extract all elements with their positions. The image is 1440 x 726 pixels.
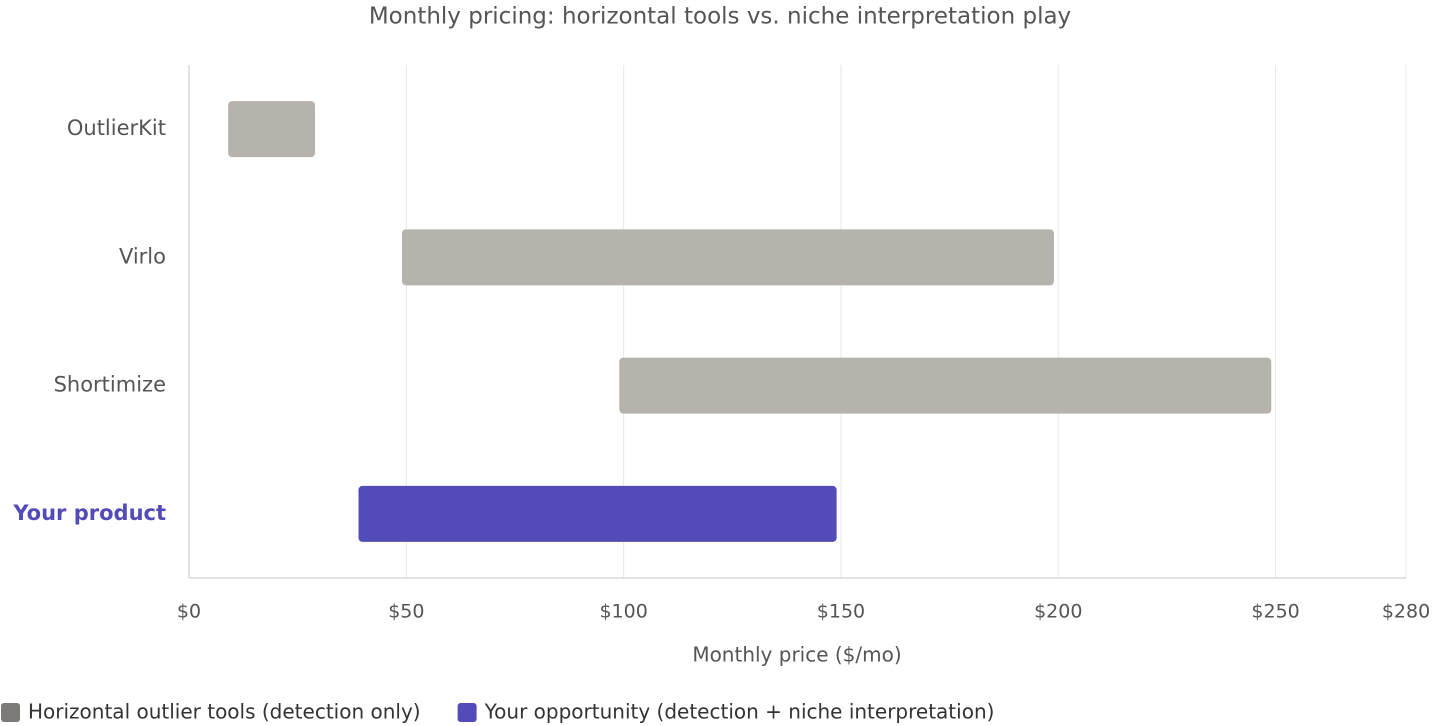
bar — [358, 485, 837, 542]
legend-swatch — [1, 703, 20, 722]
y-tick-label: Your product — [12, 501, 166, 525]
y-tick-label: Shortimize — [54, 373, 166, 397]
x-tick-label: $250 — [1251, 601, 1299, 623]
y-tick-label: Virlo — [119, 244, 166, 268]
legend-label: Your opportunity (detection + niche inte… — [484, 700, 995, 724]
x-tick-label: $200 — [1034, 601, 1082, 623]
x-tick-label: $280 — [1382, 601, 1430, 623]
bar — [228, 101, 316, 158]
x-tick-label: $0 — [177, 601, 201, 623]
x-tick-label: $50 — [388, 601, 424, 623]
legend-label: Horizontal outlier tools (detection only… — [28, 700, 421, 724]
chart-title: Monthly pricing: horizontal tools vs. ni… — [369, 4, 1071, 30]
x-axis-label: Monthly price ($/mo) — [692, 643, 901, 667]
bar — [401, 229, 1054, 286]
y-tick-label: OutlierKit — [67, 116, 166, 140]
x-tick-label: $150 — [817, 601, 865, 623]
x-tick-label: $100 — [599, 601, 647, 623]
legend-swatch — [457, 703, 477, 722]
bar — [619, 357, 1272, 414]
